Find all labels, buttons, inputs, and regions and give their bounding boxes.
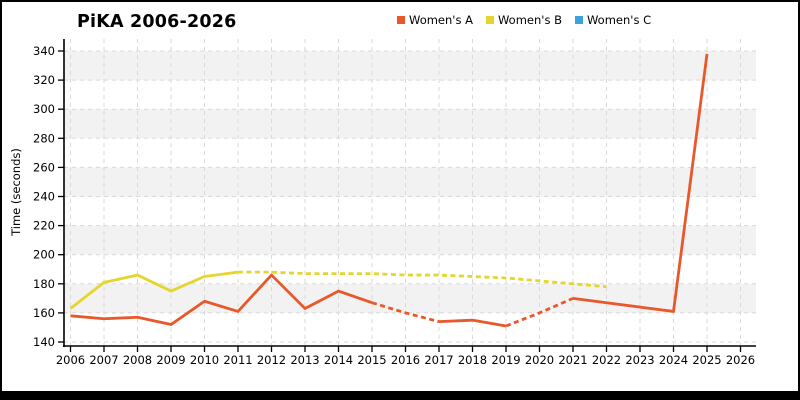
legend-item-womens-b: Women's B xyxy=(485,13,562,27)
x-tick-label-2014: 2014 xyxy=(324,353,353,367)
band-240-260 xyxy=(64,167,756,197)
series-line-women-s-b-dashed xyxy=(238,270,607,289)
legend-label-womens-b: Women's B xyxy=(497,13,562,27)
x-tick-label-2019: 2019 xyxy=(491,353,520,367)
series-women-s-a xyxy=(70,53,709,328)
x-tick-label-2006: 2006 xyxy=(56,353,85,367)
legend-label-womens-c: Women's C xyxy=(586,13,652,27)
gridlines xyxy=(64,39,756,346)
x-tick-label-2018: 2018 xyxy=(458,353,487,367)
series-line-women-s-a-dashed xyxy=(371,301,440,323)
y-tick-label-300: 300 xyxy=(33,102,55,116)
band-280-300 xyxy=(64,109,756,139)
y-tick-label-280: 280 xyxy=(33,131,55,145)
y-tick-label-240: 240 xyxy=(33,190,55,204)
x-tick-label-2008: 2008 xyxy=(123,353,152,367)
legend-item-womens-c: Women's C xyxy=(574,13,652,27)
series-line-women-s-a-solid xyxy=(70,273,373,326)
y-tick-label-340: 340 xyxy=(33,44,55,58)
legend-label-womens-a: Women's A xyxy=(409,13,473,27)
background-bands xyxy=(64,51,756,313)
x-tick-label-2012: 2012 xyxy=(257,353,286,367)
x-tick-label-2010: 2010 xyxy=(190,353,219,367)
series-line-women-s-b-solid xyxy=(69,270,239,310)
legend-item-womens-a: Women's A xyxy=(397,13,473,27)
x-tick-label-2009: 2009 xyxy=(156,353,185,367)
x-tick-label-2025: 2025 xyxy=(692,353,721,367)
y-tick-label-160: 160 xyxy=(33,306,55,320)
legend: Women's A Women's B Women's C xyxy=(397,13,651,27)
series-line-women-s-a-dashed xyxy=(505,297,574,328)
y-tick-labels: 140 160 180 200 220 240 260 280 300 320 340 xyxy=(33,44,64,349)
legend-swatch-womens-c xyxy=(574,16,583,24)
chart-title: PiKA 2006-2026 xyxy=(77,12,237,32)
x-tick-label-2011: 2011 xyxy=(223,353,252,367)
x-tick-label-2020: 2020 xyxy=(525,353,554,367)
band-200-220 xyxy=(64,225,756,255)
y-tick-label-180: 180 xyxy=(33,277,55,291)
y-axis-title: Time (seconds) xyxy=(9,148,23,236)
x-tick-label-2026: 2026 xyxy=(726,353,755,367)
y-tick-label-220: 220 xyxy=(33,219,55,233)
series-line-women-s-a-solid xyxy=(438,318,507,328)
y-tick-label-260: 260 xyxy=(33,160,55,174)
series-women-s-b xyxy=(69,270,607,310)
legend-swatch-womens-a xyxy=(397,16,405,24)
x-tick-label-2024: 2024 xyxy=(659,353,688,367)
y-tick-label-140: 140 xyxy=(33,335,55,349)
series-line-women-s-a-solid xyxy=(572,53,709,313)
x-tick-label-2021: 2021 xyxy=(558,353,587,367)
x-tick-label-2013: 2013 xyxy=(290,353,319,367)
x-tick-label-2022: 2022 xyxy=(592,353,621,367)
x-tick-label-2016: 2016 xyxy=(391,353,420,367)
y-tick-label-200: 200 xyxy=(33,248,55,262)
x-tick-label-2015: 2015 xyxy=(357,353,386,367)
x-tick-label-2023: 2023 xyxy=(625,353,654,367)
legend-swatch-womens-b xyxy=(485,16,494,24)
x-tick-label-2007: 2007 xyxy=(89,353,118,367)
x-tick-labels: 2006 2007 2008 2009 2010 2011 2012 2013 2014 2015… xyxy=(56,346,755,367)
bottom-bar xyxy=(2,391,798,398)
band-320-340 xyxy=(64,51,756,81)
y-tick-label-320: 320 xyxy=(33,73,55,87)
x-tick-label-2017: 2017 xyxy=(424,353,453,367)
